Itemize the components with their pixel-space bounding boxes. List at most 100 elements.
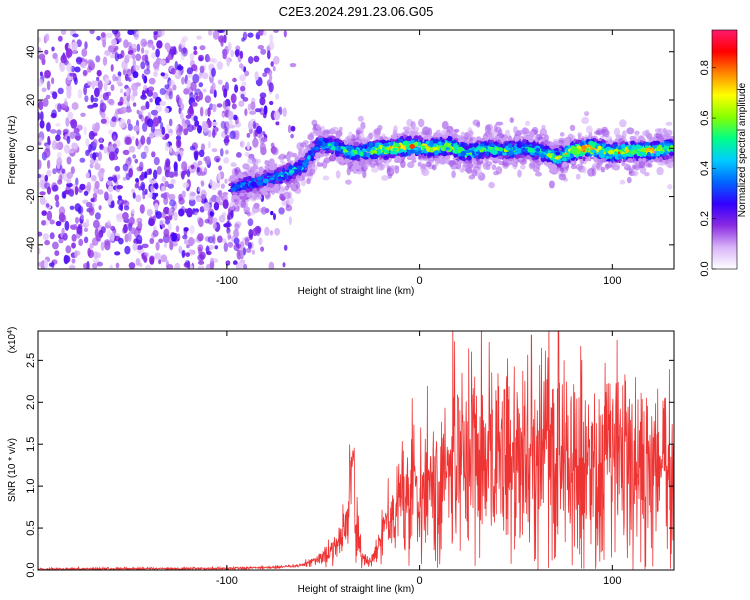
spectrogram-signal-cell	[264, 165, 269, 169]
spectrogram-noise-cell	[99, 136, 103, 144]
spectrogram-noise-cell	[143, 84, 148, 91]
spectrogram-noise-cell	[90, 94, 94, 103]
spectrogram-halo-cell	[505, 129, 510, 137]
spectrogram-noise-cell	[160, 72, 166, 77]
spectrogram-noise-cell	[103, 146, 108, 154]
spectrogram-halo-cell	[585, 125, 593, 134]
spectrogram-noise-cell	[182, 47, 187, 54]
spectrogram-noise-cell	[133, 33, 139, 40]
spectrogram-signal-cell	[406, 155, 411, 161]
spectrogram-noise-cell	[144, 49, 149, 55]
spectrogram-noise-cell	[159, 88, 166, 95]
spectrogram-noise-cell	[198, 149, 205, 158]
spectrogram-noise-cell	[38, 47, 42, 54]
spectrogram-noise-cell	[142, 193, 146, 200]
spectrogram-noise-cell	[71, 258, 76, 264]
spectrogram-noise-cell	[196, 167, 200, 173]
spectrogram-noise-cell	[108, 45, 114, 53]
spectrogram-noise-cell	[65, 117, 70, 127]
spectrogram-noise-cell	[74, 250, 78, 259]
spectrogram-noise-cell	[156, 165, 162, 175]
spectrogram-noise-cell	[60, 214, 67, 223]
spectrogram-noise-cell	[110, 225, 116, 231]
spectrogram-signal-cell	[288, 164, 293, 170]
spectrogram-signal-cell	[434, 131, 439, 138]
spectrogram-noise-cell	[269, 73, 273, 83]
spectrogram-signal-cell	[295, 175, 301, 178]
spectrogram-noise-cell	[204, 95, 212, 104]
spectrogram-noise-cell	[178, 208, 185, 217]
spectrogram-noise-cell	[135, 138, 139, 147]
spectrogram-noise-cell	[145, 60, 150, 66]
spectrogram-signal-cell	[356, 158, 361, 162]
spectrogram-noise-cell	[174, 172, 179, 177]
spectrogram-noise-cell	[168, 79, 175, 87]
spectrogram-noise-cell	[147, 86, 155, 92]
spectrogram-noise-cell	[73, 127, 80, 134]
spectrogram-halo-cell	[251, 169, 259, 174]
spectrogram-noise-cell	[198, 72, 202, 79]
spectrogram-noise-cell	[94, 163, 101, 170]
spectrogram-noise-cell	[115, 262, 120, 269]
spectrogram-signal-cell	[275, 172, 279, 177]
spectrogram-noise-cell	[125, 54, 133, 59]
spectrogram-noise-cell	[209, 179, 213, 186]
spectrogram-signal-cell	[628, 145, 632, 150]
spectrogram-noise-cell	[55, 56, 59, 64]
spectrogram-signal-cell	[632, 144, 636, 150]
spectrogram-noise-cell	[66, 156, 72, 165]
spectrogram-noise-cell	[88, 206, 95, 216]
spectrogram-noise-cell	[229, 130, 237, 140]
spectrogram-noise-cell	[49, 129, 57, 134]
spectrogram-halo-cell	[587, 168, 595, 177]
spectrogram-noise-cell	[207, 107, 211, 117]
spectrogram-noise-cell	[209, 57, 215, 63]
spectrogram-noise-cell	[197, 265, 205, 269]
spectrogram-halo-cell	[539, 128, 548, 137]
spectrogram-noise-cell	[203, 156, 208, 162]
spectrogram-noise-cell	[210, 257, 214, 264]
spectrogram-signal-cell	[377, 158, 384, 164]
spectrogram-noise-cell	[105, 32, 113, 39]
spectrogram-signal-cell	[459, 136, 464, 142]
spectrogram-signal-cell	[487, 135, 494, 140]
spectrogram-signal-cell	[429, 140, 435, 146]
spectrogram-signal-cell	[343, 139, 349, 145]
spectrogram-noise-cell	[212, 222, 217, 230]
spectrogram-noise-cell	[71, 234, 77, 242]
spectrogram-signal-cell	[597, 138, 602, 142]
spectrogram-noise-cell	[54, 194, 60, 202]
spectrogram-noise-cell	[258, 237, 263, 246]
spectrogram-noise-cell	[241, 37, 246, 42]
spectrogram-halo-cell	[604, 163, 610, 170]
spectrogram-noise-cell	[122, 212, 129, 221]
spectrogram-noise-cell	[140, 61, 146, 70]
spectrogram-halo-cell	[322, 129, 330, 136]
spectrogram-signal-cell	[356, 165, 362, 170]
spectrogram-noise-cell	[88, 143, 92, 153]
spectrogram-noise-cell	[161, 176, 167, 183]
spectrogram-noise-cell	[102, 56, 108, 66]
spectrogram-signal-cell	[509, 161, 516, 165]
spectrogram-halo-cell	[493, 171, 499, 176]
spectrogram-noise-cell	[239, 140, 245, 149]
spectrogram-halo-cell	[335, 130, 343, 138]
spectrogram-noise-cell	[223, 88, 228, 98]
spectrogram-halo-cell	[281, 200, 287, 207]
spectrogram-signal-cell	[585, 158, 591, 162]
spectrogram-halo-cell	[488, 181, 495, 189]
spectrogram-signal-cell	[590, 156, 594, 160]
spectrogram-noise-cell	[41, 87, 47, 93]
spectrogram-noise-cell	[153, 30, 158, 36]
spectrogram-noise-cell	[145, 264, 152, 269]
spectrogram-noise-cell	[142, 122, 148, 132]
spectrogram-noise-cell	[132, 59, 136, 67]
spectrogram-noise-cell	[212, 129, 216, 138]
spectrogram-noise-cell	[207, 140, 211, 149]
spectrogram-halo-cell	[230, 162, 237, 168]
spectrogram-noise-cell	[273, 55, 280, 65]
spectrogram-noise-cell	[72, 33, 79, 38]
spectrogram-noise-cell	[189, 53, 195, 61]
spectrogram-noise-cell	[140, 105, 147, 111]
